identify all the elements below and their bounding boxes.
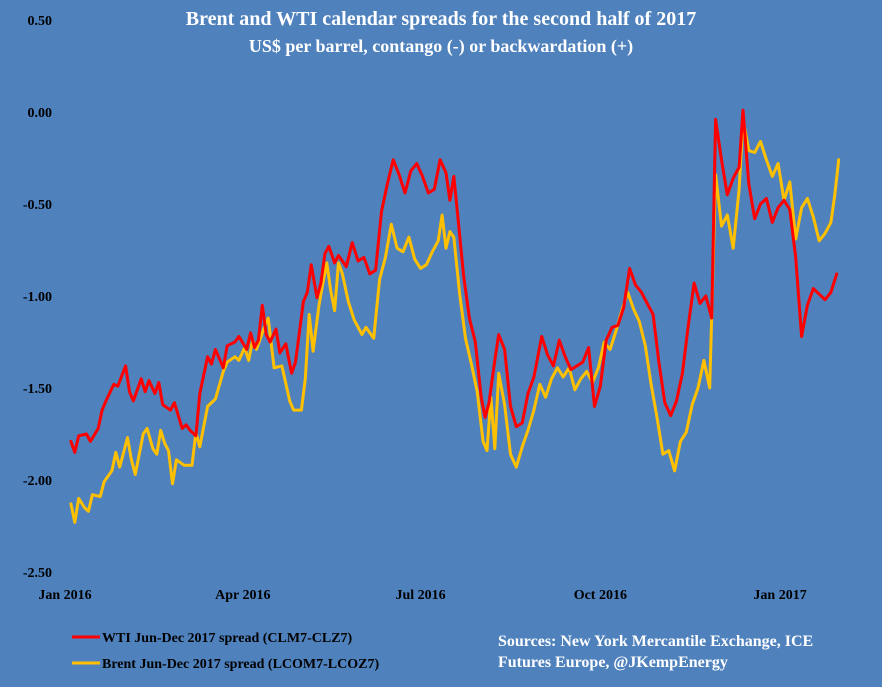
- y-tick-label: 0.50: [28, 14, 53, 29]
- y-tick-label: 0.00: [28, 106, 53, 121]
- brent-spread-line: [69, 117, 841, 524]
- x-tick-label: Jan 2017: [753, 588, 806, 603]
- chart-subtitle: US$ per barrel, contango (-) or backward…: [249, 36, 633, 57]
- x-axis: Jan 2016 Apr 2016 Jul 2016 Oct 2016 Jan 2017: [38, 588, 806, 603]
- x-tick-label: Jul 2016: [395, 588, 445, 603]
- legend: WTI Jun-Dec 2017 spread (CLM7-CLZ7) Bren…: [72, 631, 379, 672]
- series-lines: [69, 108, 841, 524]
- wti-spread-line: [69, 108, 839, 454]
- chart-title: Brent and WTI calendar spreads for the s…: [186, 8, 696, 30]
- y-tick-label: -1.50: [23, 382, 52, 397]
- x-tick-label: Jan 2016: [38, 588, 91, 603]
- legend-label-wti: WTI Jun-Dec 2017 spread (CLM7-CLZ7): [102, 631, 353, 646]
- y-tick-label: -2.50: [23, 566, 52, 581]
- x-tick-label: Oct 2016: [574, 588, 627, 603]
- y-tick-label: -1.00: [23, 290, 52, 305]
- y-tick-label: -0.50: [23, 198, 52, 213]
- source-note: Sources: New York Mercantile Exchange, I…: [498, 633, 813, 671]
- y-tick-label: -2.00: [23, 474, 52, 489]
- legend-label-brent: Brent Jun-Dec 2017 spread (LCOM7-LCOZ7): [102, 657, 379, 672]
- x-tick-label: Apr 2016: [215, 588, 270, 603]
- y-axis: 0.50 0.00 -0.50 -1.00 -1.50 -2.00 -2.50: [23, 14, 52, 581]
- source-note-line: Sources: New York Mercantile Exchange, I…: [498, 633, 813, 650]
- source-note-line: Futures Europe, @JKempEnergy: [498, 654, 728, 671]
